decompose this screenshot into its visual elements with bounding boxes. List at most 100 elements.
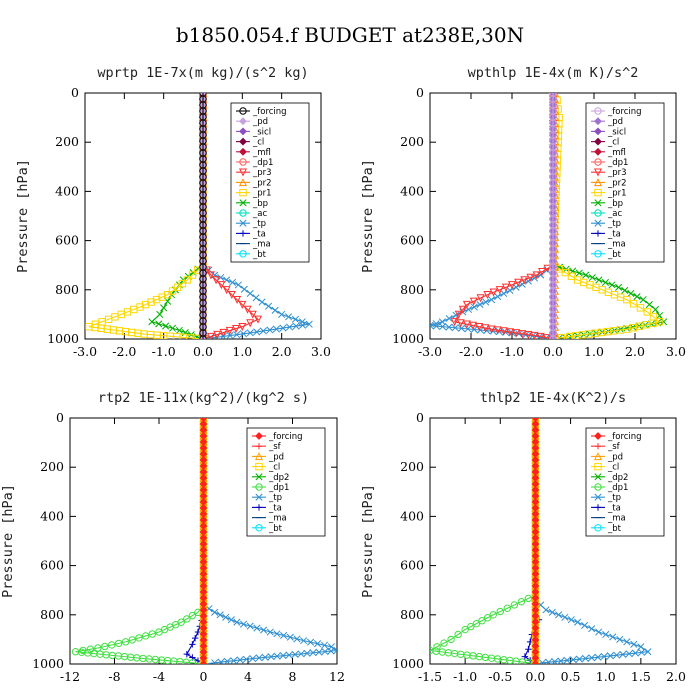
legend: _forcing_sf_pd_cl_dp2_dp1_tp_ta_ma_bt bbox=[585, 427, 665, 537]
legend-marker bbox=[593, 178, 603, 187]
legend-label: _bp bbox=[607, 199, 623, 209]
legend-marker bbox=[255, 483, 263, 491]
x-tick-label: -8 bbox=[108, 669, 120, 684]
series-marker-pr1 bbox=[643, 308, 651, 316]
series-marker-dp2 bbox=[199, 660, 208, 664]
series-marker-bp bbox=[582, 271, 590, 279]
legend-marker bbox=[593, 452, 603, 461]
series-marker-tp bbox=[297, 650, 305, 658]
series-marker-pr3 bbox=[475, 323, 484, 332]
series-marker-pr3 bbox=[227, 291, 236, 300]
series-marker-tp bbox=[255, 654, 263, 662]
series-marker-tp bbox=[305, 320, 313, 328]
series-line-dp1 bbox=[430, 418, 536, 664]
series-marker-pr1 bbox=[158, 293, 166, 301]
series-marker-dp1 bbox=[148, 630, 157, 638]
series-marker-pr3 bbox=[450, 318, 459, 327]
legend-label: _ma bbox=[607, 240, 626, 250]
series-marker-tp bbox=[246, 289, 254, 298]
legend-marker bbox=[594, 117, 602, 126]
legend-marker bbox=[254, 452, 264, 461]
y-tick-label: 200 bbox=[40, 459, 64, 474]
legend-marker bbox=[239, 137, 247, 146]
series-marker-dp1 bbox=[114, 639, 123, 648]
legend: _forcing_sf_pd_cl_dp2_dp1_tp_ta_ma_bt bbox=[246, 427, 326, 537]
series-marker-bp bbox=[160, 304, 168, 312]
legend-marker bbox=[239, 250, 247, 258]
series-marker-tp bbox=[555, 611, 563, 619]
legend-label: _sicl bbox=[252, 127, 271, 137]
legend-marker bbox=[593, 168, 603, 177]
series-marker-pr3 bbox=[233, 295, 242, 304]
series-marker-dp1 bbox=[503, 604, 512, 612]
series-marker-bp bbox=[656, 312, 664, 320]
x-tick-label: 1.5 bbox=[631, 669, 651, 684]
series-marker-tp bbox=[569, 656, 577, 664]
series-marker-pr3 bbox=[212, 276, 221, 285]
series-marker-forcing bbox=[199, 660, 208, 664]
legend-label: _forcing bbox=[607, 432, 642, 442]
series-marker-tp bbox=[432, 322, 440, 330]
series-marker-pr3 bbox=[514, 278, 523, 287]
series-marker-tp bbox=[561, 613, 569, 621]
series-marker-pr3 bbox=[246, 319, 255, 328]
series-marker-tp bbox=[548, 608, 556, 616]
y-tick-label: 0 bbox=[416, 85, 424, 100]
legend-marker bbox=[239, 219, 247, 227]
legend-marker bbox=[594, 443, 602, 450]
series-marker-bp bbox=[639, 296, 647, 304]
legend-marker bbox=[255, 473, 263, 481]
series-marker-pr3 bbox=[213, 330, 222, 339]
series-marker-dp1 bbox=[472, 619, 481, 628]
series-marker-pr3 bbox=[238, 323, 247, 332]
series-marker-tp bbox=[292, 322, 300, 330]
x-tick-label: 2.0 bbox=[625, 344, 645, 359]
y-tick-label: 800 bbox=[40, 607, 64, 622]
legend-label: _pd bbox=[252, 117, 268, 127]
series-marker-tp bbox=[494, 293, 502, 301]
series-marker-dp1 bbox=[108, 641, 116, 649]
series-marker-tp bbox=[272, 325, 280, 333]
x-tick-label: 2.0 bbox=[666, 669, 686, 684]
series-marker-tp bbox=[575, 655, 583, 663]
y-tick-label: 600 bbox=[400, 558, 424, 573]
y-tick-label: 800 bbox=[400, 282, 424, 297]
series-marker-dp1 bbox=[433, 643, 441, 651]
series-marker-tp bbox=[515, 330, 523, 338]
series-marker-dp1 bbox=[128, 636, 137, 644]
series-marker-tp bbox=[233, 618, 241, 626]
legend-marker bbox=[594, 127, 602, 136]
series-marker-pr3 bbox=[538, 268, 547, 277]
series-line-pr1 bbox=[88, 93, 204, 339]
legend-label: _pr3 bbox=[607, 168, 627, 178]
series-marker-pr1 bbox=[188, 271, 197, 279]
series-marker-tp bbox=[236, 656, 244, 664]
series-marker-tp bbox=[279, 652, 287, 660]
series-marker-dp1 bbox=[517, 597, 526, 606]
series-marker-tp bbox=[609, 633, 617, 641]
legend-label: _dp2 bbox=[268, 473, 289, 483]
legend-label: _ac bbox=[607, 209, 622, 219]
series-marker-ta bbox=[191, 634, 199, 642]
legend-marker bbox=[594, 462, 602, 471]
x-tick-label: -12 bbox=[60, 669, 80, 684]
legend-marker bbox=[238, 178, 248, 187]
y-tick-label: 1000 bbox=[47, 331, 79, 346]
series-marker-pr3 bbox=[489, 288, 498, 297]
series-marker-tp bbox=[230, 657, 238, 664]
series-marker-pr3 bbox=[495, 286, 504, 295]
legend-label: _pr1 bbox=[252, 189, 272, 199]
series-marker-tp bbox=[299, 321, 307, 329]
series-marker-tp bbox=[266, 628, 274, 636]
x-tick-label: 1.0 bbox=[584, 344, 604, 359]
y-axis-label: Pressure [hPa] bbox=[15, 159, 31, 273]
x-tick-label: 4 bbox=[244, 669, 252, 684]
y-tick-label: 1000 bbox=[392, 656, 424, 671]
series-marker-tp bbox=[616, 635, 624, 643]
legend-label: _bt bbox=[607, 250, 622, 260]
series-marker-ta bbox=[189, 641, 196, 648]
series-marker-tp bbox=[252, 294, 260, 302]
series-marker-bp bbox=[660, 318, 668, 326]
series-marker-bp bbox=[155, 320, 163, 328]
x-tick-label: 0.0 bbox=[543, 344, 563, 359]
